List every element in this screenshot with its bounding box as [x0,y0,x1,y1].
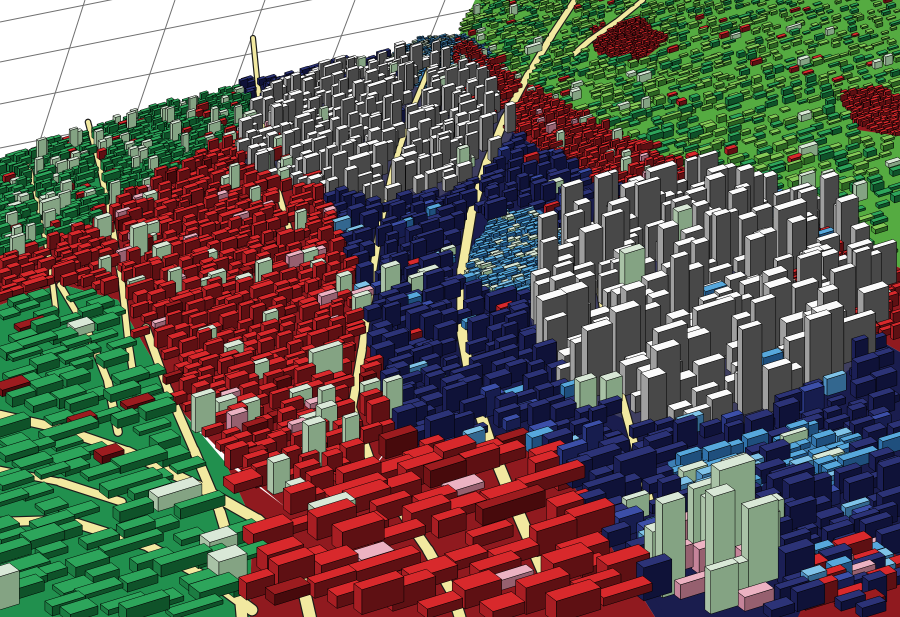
city-3d-model-view [0,0,900,617]
city-render-canvas [0,0,900,617]
